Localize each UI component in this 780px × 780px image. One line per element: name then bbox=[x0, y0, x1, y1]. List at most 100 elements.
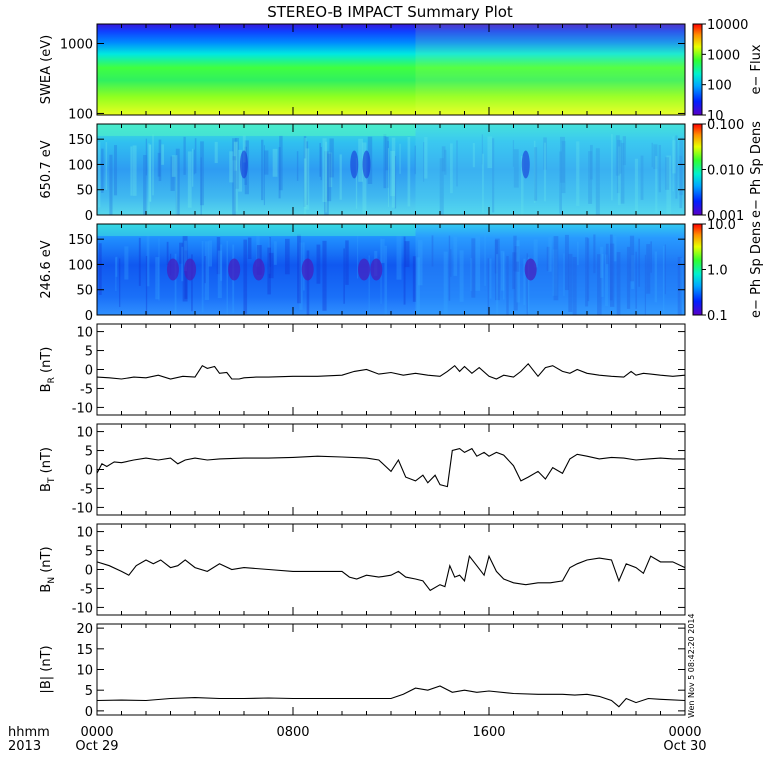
pad-streak bbox=[417, 240, 423, 286]
pad-streak bbox=[138, 237, 141, 286]
pad-streak bbox=[552, 249, 558, 296]
pad-streak bbox=[679, 137, 684, 196]
pad-streak bbox=[616, 252, 621, 315]
pad-streak bbox=[533, 239, 538, 268]
pad-streak bbox=[609, 243, 615, 307]
pad-minimum bbox=[362, 150, 371, 179]
pad-streak bbox=[564, 234, 569, 291]
ytick-label: 0 bbox=[85, 364, 93, 379]
pad-streak bbox=[560, 136, 565, 183]
panel-pad-650: 0 50 100 150 650.7 eV bbox=[39, 123, 686, 224]
pad-streak bbox=[170, 156, 175, 191]
pad-streak bbox=[183, 136, 186, 175]
colorbar-tick-label: 10.0 bbox=[707, 218, 736, 233]
pad-streak bbox=[506, 256, 509, 315]
ytick-label: 5 bbox=[85, 684, 93, 699]
colorbar-gradient bbox=[692, 223, 703, 316]
pad-streak bbox=[184, 240, 188, 272]
ylabel-pad-246: 246.6 eV bbox=[39, 240, 54, 298]
pad-streak bbox=[664, 244, 666, 295]
pad-minimum bbox=[350, 150, 359, 179]
pad-streak bbox=[513, 252, 518, 311]
ytick-label: -10 bbox=[72, 601, 93, 616]
pad-streak bbox=[396, 234, 402, 280]
pad-streak bbox=[216, 236, 221, 275]
ytick-label: 10 bbox=[76, 664, 93, 679]
ytick-label: -5 bbox=[80, 482, 93, 497]
pad-streak bbox=[339, 154, 342, 200]
pad-streak bbox=[325, 141, 328, 213]
colorbar-tick-label: 0.100 bbox=[707, 118, 744, 133]
pad-texture bbox=[97, 124, 685, 215]
pad-minimum bbox=[240, 150, 248, 179]
pad-streak bbox=[600, 253, 604, 297]
colorbar-tick-label: 0.010 bbox=[707, 164, 744, 179]
pad-streak bbox=[587, 238, 590, 302]
pad-streak bbox=[513, 149, 519, 188]
pad-streak bbox=[243, 239, 248, 314]
pad-streak bbox=[306, 250, 310, 315]
pad-streak bbox=[200, 141, 204, 206]
pad-streak bbox=[191, 148, 194, 187]
ytick-label: -5 bbox=[80, 382, 93, 397]
pad-streak bbox=[559, 151, 562, 214]
pad-streak bbox=[143, 155, 147, 215]
pad-streak bbox=[561, 140, 566, 194]
pad-streak bbox=[284, 238, 290, 275]
pad-streak bbox=[268, 252, 274, 279]
pad-streak bbox=[655, 156, 658, 213]
pad-streak bbox=[242, 135, 246, 163]
ytick-label: -10 bbox=[72, 501, 93, 516]
pad-streak bbox=[443, 251, 448, 315]
pad-streak bbox=[613, 235, 617, 262]
pad-streak bbox=[272, 148, 278, 177]
ytick-label: 100 bbox=[68, 158, 93, 173]
pad-streak bbox=[553, 236, 559, 301]
colorbar-tick-label: 10 bbox=[707, 109, 724, 124]
ylabel-bt: BT (nT) bbox=[39, 447, 57, 492]
pad-streak bbox=[619, 140, 622, 174]
pad-streak bbox=[101, 148, 104, 193]
series-line-bn bbox=[96, 554, 686, 592]
pad-streak bbox=[387, 140, 389, 188]
colorbar-tick-label: 1.0 bbox=[707, 264, 728, 279]
pad-streak bbox=[157, 152, 161, 177]
pad-streak bbox=[303, 158, 307, 215]
pad-streak bbox=[585, 237, 589, 307]
pad-streak bbox=[487, 258, 490, 315]
pad-streak bbox=[174, 253, 177, 315]
pad-streak bbox=[672, 140, 676, 174]
pad-streak bbox=[390, 150, 395, 197]
pad-streak bbox=[459, 250, 464, 302]
series-line-bt bbox=[96, 447, 685, 488]
pad-streak bbox=[617, 146, 621, 206]
ylabel-bn: BN (nT) bbox=[39, 546, 57, 592]
pad-streak bbox=[653, 144, 658, 170]
ylabel-btot: |B| (nT) bbox=[39, 645, 54, 693]
ytick-label: 10 bbox=[76, 326, 93, 341]
ylabel-br: BR (nT) bbox=[39, 347, 57, 393]
pad-streak bbox=[611, 134, 613, 201]
ytick-label: 50 bbox=[76, 284, 93, 299]
pad-streak bbox=[320, 146, 322, 181]
pad-streak bbox=[328, 152, 333, 188]
pad-streak bbox=[306, 141, 309, 205]
pad-streak bbox=[423, 142, 425, 182]
series-line-br bbox=[96, 362, 686, 380]
pad-streak bbox=[358, 138, 364, 182]
pad-streak bbox=[384, 245, 388, 315]
pad-streak bbox=[664, 157, 670, 190]
pad-streak bbox=[256, 234, 260, 267]
pad-streak bbox=[148, 144, 152, 202]
ytick-label: 0 bbox=[85, 705, 93, 720]
pad-streak bbox=[651, 142, 653, 168]
pad-spectrogram-pad-650 bbox=[97, 124, 685, 215]
pad-streak bbox=[439, 158, 444, 215]
pad-streak bbox=[489, 258, 492, 299]
pad-streak bbox=[494, 239, 498, 274]
pad-streak bbox=[235, 137, 239, 189]
pad-streak bbox=[588, 151, 593, 204]
pad-streak bbox=[296, 151, 299, 181]
pad-streak bbox=[563, 253, 565, 296]
